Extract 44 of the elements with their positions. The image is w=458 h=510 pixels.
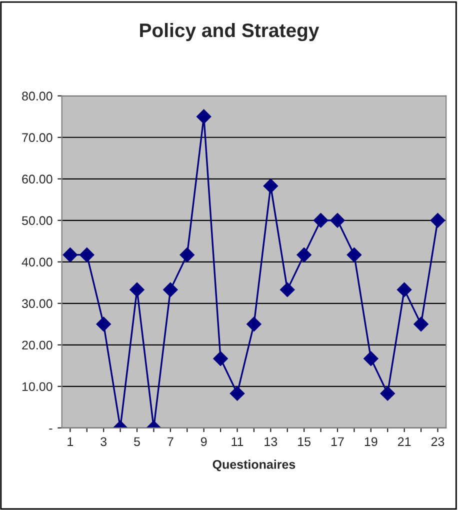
point	[296, 247, 312, 262]
point	[263, 178, 278, 194]
point	[396, 282, 412, 298]
point	[163, 282, 178, 298]
x-tick-label: 7	[168, 437, 174, 446]
x-axis-title: Questionaires	[212, 460, 296, 472]
y-tick-label: 30.00	[22, 299, 52, 308]
y-tick-label: 20.00	[22, 340, 52, 350]
y-tick-label: 50.00	[22, 216, 52, 226]
point	[346, 247, 362, 262]
point	[364, 351, 378, 366]
x-tick-label: 21	[398, 437, 411, 446]
x-tick-label: 23	[431, 437, 444, 446]
y-tick-label: 60.00	[22, 174, 52, 184]
y-tick-label: -	[49, 428, 52, 430]
point	[196, 109, 212, 124]
point	[380, 386, 396, 401]
x-tick-label: 17	[332, 437, 344, 446]
point	[230, 386, 245, 401]
point	[330, 212, 345, 228]
chart-title: Policy and Strategy	[140, 22, 320, 42]
point	[280, 282, 295, 298]
x-tick-label: 1	[68, 437, 74, 446]
point	[430, 212, 446, 228]
x-tick-label: 3	[100, 437, 107, 446]
x-tick-label: 19	[364, 437, 378, 446]
point	[313, 212, 328, 228]
point	[130, 282, 144, 298]
y-tick-label: 80.00	[22, 92, 52, 101]
x-tick-label: 13	[264, 437, 278, 446]
point	[62, 247, 78, 262]
y-tick-label: 40.00	[22, 258, 52, 267]
point	[180, 247, 195, 262]
x-tick-label: 15	[298, 437, 311, 446]
point	[213, 351, 228, 366]
point	[246, 316, 262, 332]
point	[414, 316, 428, 332]
x-tick-label: 9	[200, 437, 207, 446]
point	[79, 247, 94, 262]
y-tick-label: 10.00	[22, 382, 52, 392]
x-tick-label: 5	[134, 437, 140, 446]
y-tick-label: 70.00	[22, 133, 52, 142]
x-tick-label: 11	[232, 437, 244, 446]
point	[96, 316, 111, 332]
